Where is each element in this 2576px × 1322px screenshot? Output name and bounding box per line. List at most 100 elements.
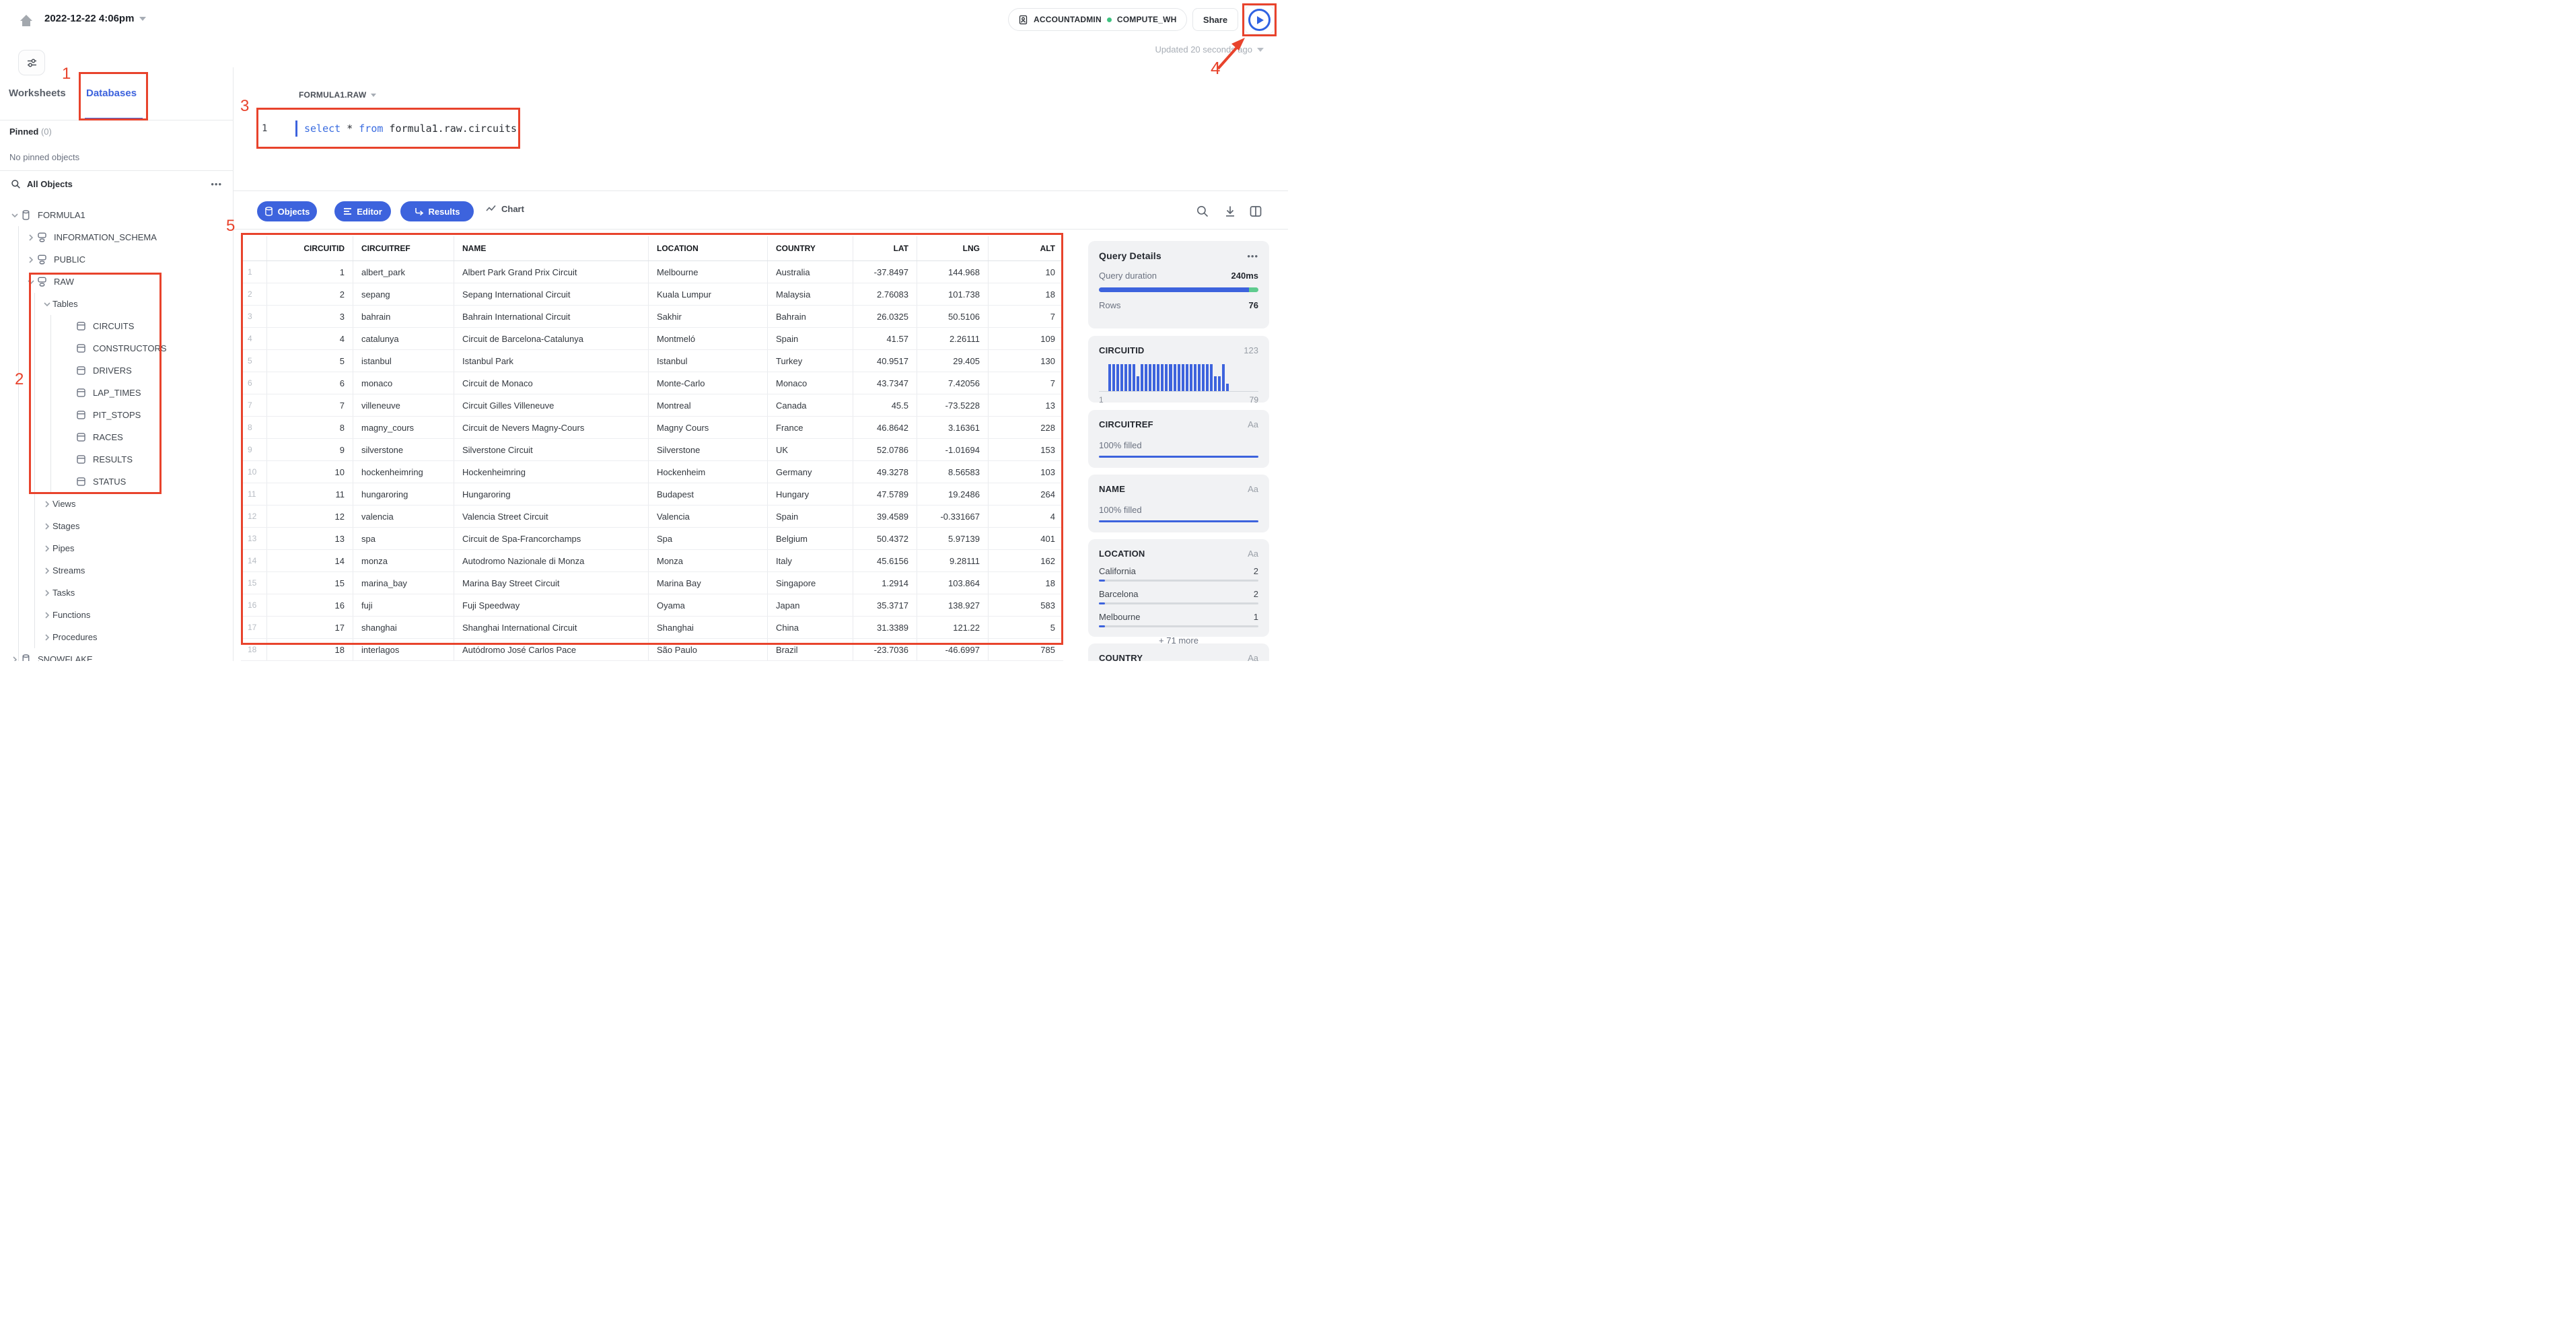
tab-worksheets[interactable]: Worksheets [9,88,66,99]
chevron-right-icon[interactable] [42,521,52,532]
filters-button[interactable] [18,50,45,75]
table-row[interactable]: 18 18 interlagos Autódromo José Carlos Pace… [241,639,1063,661]
chevron-right-icon[interactable] [42,543,52,554]
download-icon[interactable] [1223,205,1237,218]
table-row[interactable]: 14 14 monza Autodromo Nazionale di Monza Mon… [241,550,1063,572]
tree-item-stages[interactable]: Stages [0,515,233,537]
tree-item-tasks[interactable]: Tasks [0,582,233,604]
stat-card-location[interactable]: LOCATION Aa California 2 Barcelona 2 Melbour… [1088,539,1269,646]
hist-min-label: 1 [1099,395,1104,405]
tree-item-circuits[interactable]: CIRCUITS [0,315,233,337]
chevron-down-icon[interactable] [42,299,52,310]
table-cell: 52.0786 [853,439,917,460]
search-results-icon[interactable] [1196,205,1209,218]
tree-item-raw[interactable]: RAW [0,271,233,293]
table-row[interactable]: 16 16 fuji Fuji Speedway Oyama Japan 35.3717 13… [241,594,1063,617]
tab-editor[interactable]: Editor [334,201,391,221]
tree-item-results[interactable]: RESULTS [0,448,233,471]
tree-item-lap_times[interactable]: LAP_TIMES [0,382,233,404]
chevron-right-icon[interactable] [26,254,36,265]
table-row[interactable]: 5 5 istanbul Istanbul Park Istanbul Turkey 40.… [241,350,1063,372]
tab-objects[interactable]: Objects [257,201,317,221]
tab-results[interactable]: Results [400,201,474,221]
table-icon [75,454,87,465]
column-header: COUNTRY [768,236,853,260]
table-row[interactable]: 10 10 hockenheimring Hockenheimring Hockenhe… [241,461,1063,483]
tree-item-tables[interactable]: Tables [0,293,233,315]
tree-item-status[interactable]: STATUS [0,471,233,493]
table-cell: Monaco [768,372,853,394]
tree-item-information_schema[interactable]: INFORMATION_SCHEMA [0,226,233,248]
table-row[interactable]: 12 12 valencia Valencia Street Circuit Valen… [241,506,1063,528]
stat-card-circuitid[interactable]: CIRCUITID 123 1 79 [1088,336,1269,405]
top-value-bar [1099,625,1258,627]
tree-item-constructors[interactable]: CONSTRUCTORS [0,337,233,359]
tree-item-races[interactable]: RACES [0,426,233,448]
filled-text: 100% filled [1099,505,1142,515]
table-cell: 8.56583 [917,461,989,483]
table-row[interactable]: 15 15 marina_bay Marina Bay Street Circuit M… [241,572,1063,594]
object-search[interactable]: All Objects ••• [11,179,222,189]
top-value-row[interactable]: Melbourne 1 [1099,612,1258,627]
stat-card-name[interactable]: NAME Aa 100% filled [1088,475,1269,532]
table-cell: 153 [1040,444,1055,455]
chevron-right-icon[interactable] [9,654,20,661]
chevron-right-icon[interactable] [26,232,36,243]
chevron-down-icon[interactable] [9,210,20,221]
tree-item-public[interactable]: PUBLIC [0,248,233,271]
tree-item-label: CIRCUITS [93,321,135,331]
chevron-right-icon[interactable] [42,588,52,598]
table-row[interactable]: 1 1 albert_park Albert Park Grand Prix Circ… [241,261,1063,283]
table-row[interactable]: 7 7 villeneuve Circuit Gilles Villeneuve Mon… [241,394,1063,417]
table-row[interactable]: 6 6 monaco Circuit de Monaco Monte-Carlo Mona… [241,372,1063,394]
chevron-right-icon[interactable] [42,499,52,510]
stat-card-circuitref[interactable]: CIRCUITREF Aa 100% filled [1088,410,1269,468]
more-options-icon[interactable]: ••• [211,179,222,189]
table-row[interactable]: 9 9 silverstone Silverstone Circuit Silverst… [241,439,1063,461]
table-row[interactable]: 4 4 catalunya Circuit de Barcelona-Cataluny… [241,328,1063,350]
chevron-down-icon[interactable] [26,277,36,287]
stat-card-country[interactable]: COUNTRY Aa [1088,643,1269,661]
table-cell: 31.3389 [853,617,917,638]
tree-item-pit_stops[interactable]: PIT_STOPS [0,404,233,426]
table-cell: fuji [353,594,454,616]
run-query-button[interactable] [1244,5,1275,34]
context-badge[interactable]: ACCOUNTADMIN COMPUTE_WH [1008,8,1187,31]
tab-databases[interactable]: Databases [86,88,137,99]
chevron-right-icon[interactable] [42,632,52,643]
rows-value: 76 [1248,300,1258,310]
home-icon[interactable] [19,13,34,28]
tree-item-pipes[interactable]: Pipes [0,537,233,559]
tree-item-views[interactable]: Views [0,493,233,515]
table-row[interactable]: 17 17 shanghai Shanghai International Circu… [241,617,1063,639]
worksheet-title[interactable]: 2022-12-22 4:06pm [44,13,147,24]
tree-item-formula1[interactable]: FORMULA1 [0,204,233,226]
tree-item-streams[interactable]: Streams [0,559,233,582]
results-table[interactable]: CIRCUITID CIRCUITREF NAME LOCATION COUNTRY LA… [241,236,1063,661]
tree-item-procedures[interactable]: Procedures [0,626,233,648]
table-row[interactable]: 2 2 sepang Sepang International Circuit Kual… [241,283,1063,306]
table-cell: 5 [1050,622,1055,633]
table-row[interactable]: 11 11 hungaroring Hungaroring Budapest Hungar… [241,483,1063,506]
histogram-bar [1197,364,1201,391]
updated-status[interactable]: Updated 20 seconds ago [1155,44,1264,55]
table-row[interactable]: 13 13 spa Circuit de Spa-Francorchamps Spa Be… [241,528,1063,550]
top-value-row[interactable]: California 2 [1099,566,1258,582]
share-button[interactable]: Share [1192,8,1238,31]
sql-editor-line[interactable]: 1 select * from formula1.raw.circuits [256,108,520,149]
schema-context-selector[interactable]: FORMULA1.RAW [299,90,377,100]
tree-item-drivers[interactable]: DRIVERS [0,359,233,382]
table-row[interactable]: 8 8 magny_cours Circuit de Nevers Magny-Cou… [241,417,1063,439]
tree-item-snowflake[interactable]: SNOWFLAKE [0,648,233,661]
tree-item-functions[interactable]: Functions [0,604,233,626]
top-value-row[interactable]: Barcelona 2 [1099,589,1258,604]
top-value-count: 1 [1253,612,1258,622]
table-row[interactable]: 3 3 bahrain Bahrain International Circuit Sa… [241,306,1063,328]
split-columns-icon[interactable] [1249,205,1262,218]
more-values-link[interactable]: + 71 more [1159,635,1198,646]
chevron-right-icon[interactable] [42,610,52,621]
text-type-icon: Aa [1248,484,1258,494]
chevron-right-icon[interactable] [42,565,52,576]
more-options-icon[interactable]: ••• [1247,250,1258,261]
tab-chart[interactable]: Chart [486,204,524,214]
